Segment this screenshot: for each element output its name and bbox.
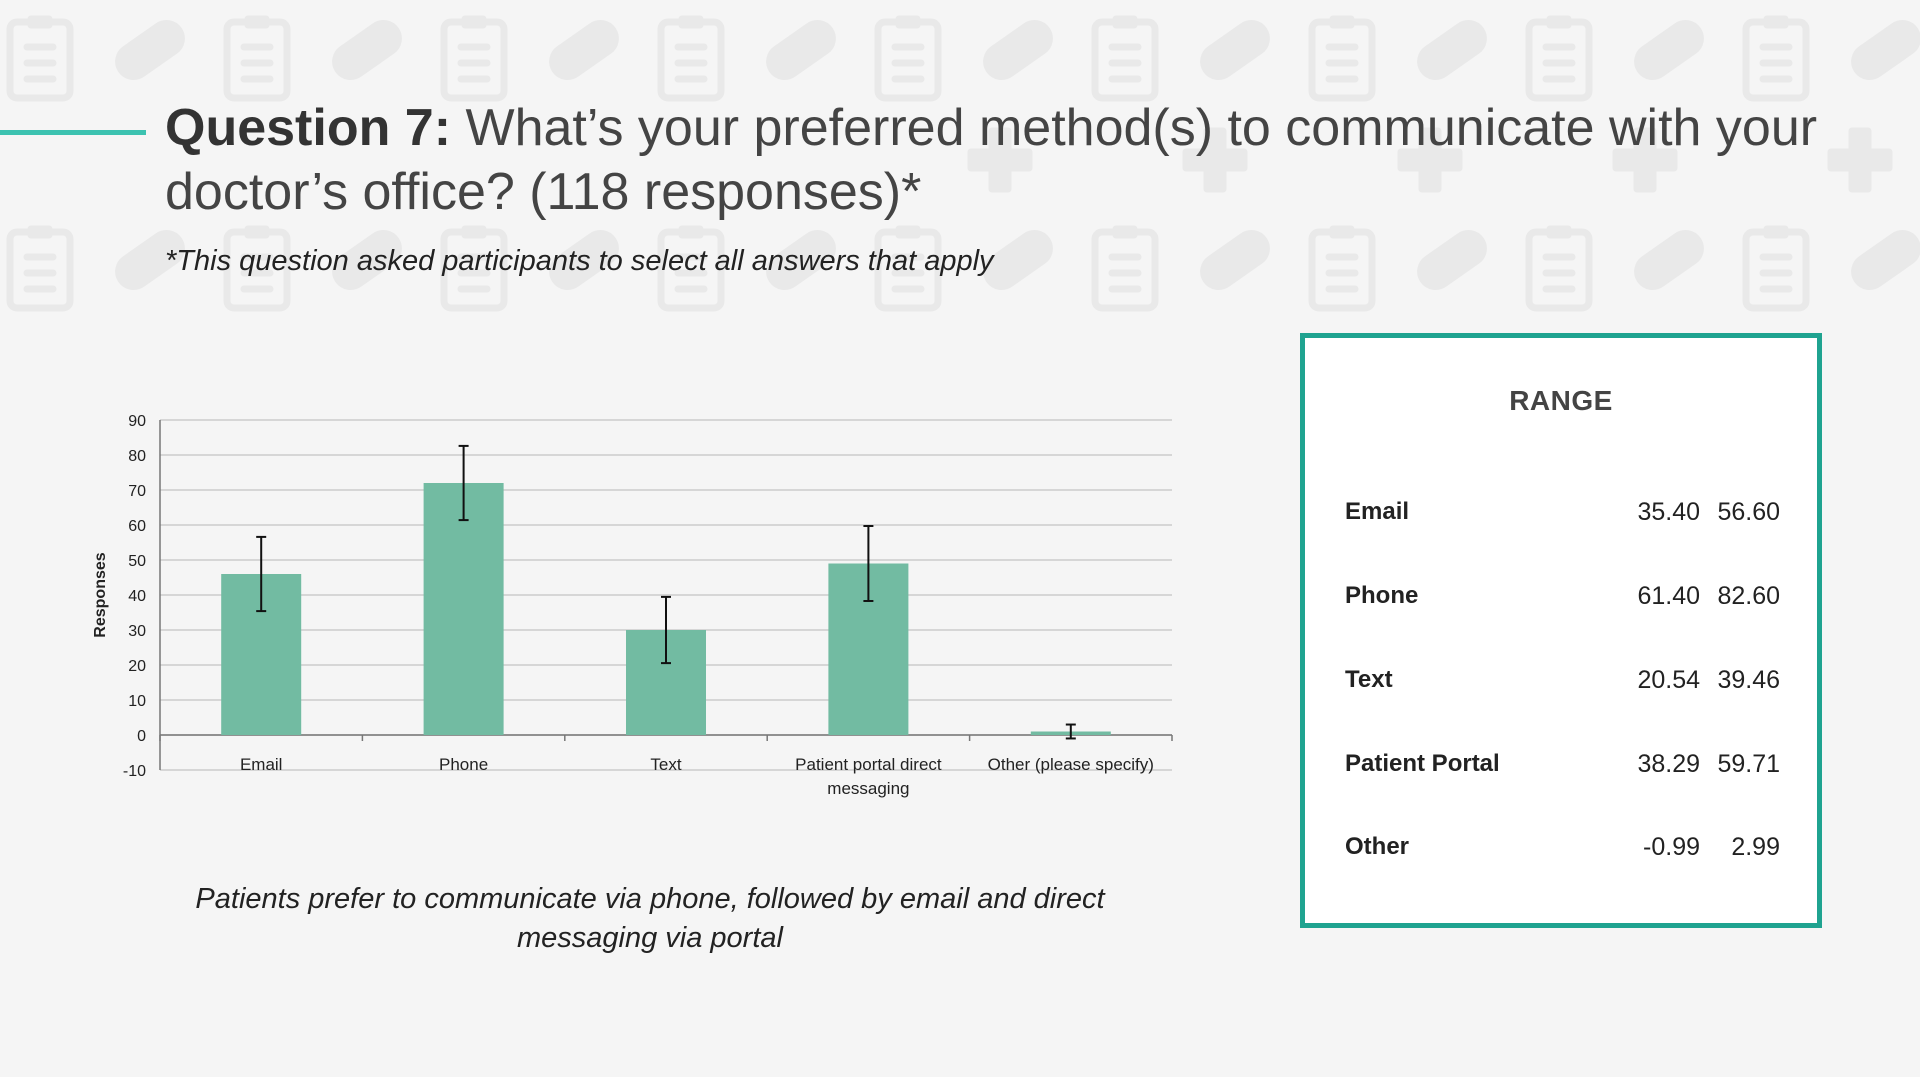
pill-icon [983, 230, 1053, 290]
x-tick-label: Text [650, 755, 681, 774]
pill-icon [332, 20, 402, 80]
y-tick-label: 10 [128, 693, 146, 710]
pill-icon [983, 20, 1053, 80]
clipboard-icon [1525, 15, 1593, 102]
clipboard-icon [874, 225, 942, 312]
range-high: 2.99 [1731, 833, 1780, 861]
pill-icon [766, 230, 836, 290]
footnote: *This question asked participants to sel… [165, 245, 994, 277]
y-tick-label: -10 [123, 763, 146, 780]
background-pattern [6, 15, 1920, 312]
cross-icon [1612, 127, 1678, 193]
range-high: 59.71 [1717, 750, 1780, 778]
clipboard-icon [223, 225, 291, 312]
bar-chart: 90 80 70 60 50 40 30 20 10 0 -10 Responses Email Phon… [92, 413, 1173, 798]
range-row-other: Other -0.99 2.99 [1345, 833, 1780, 863]
clipboard-icon [440, 15, 508, 102]
clipboard-icon [440, 225, 508, 312]
pill-icon [766, 20, 836, 80]
clipboard-icon [1525, 225, 1593, 312]
y-tick-label: 50 [128, 553, 146, 570]
clipboard-icon [657, 225, 725, 312]
pill-icon [1634, 20, 1704, 80]
cross-icon [1397, 127, 1463, 193]
range-high: 82.60 [1717, 582, 1780, 610]
range-low: 61.40 [1637, 582, 1700, 610]
pill-icon [549, 20, 619, 80]
range-title: RANGE [1509, 385, 1613, 416]
range-label: Phone [1345, 582, 1419, 609]
question-text: What’s your preferred method(s) to commu… [165, 99, 1818, 221]
range-label: Email [1345, 498, 1410, 525]
y-tick-label: 20 [128, 658, 146, 675]
pill-icon [1417, 20, 1487, 80]
clipboard-icon [1091, 15, 1159, 102]
page-title: Question 7: What’s your preferred method… [165, 96, 1865, 224]
range-table: RANGE Email 35.40 56.60 Phone 61.40 82.6… [1300, 333, 1822, 928]
x-tick-label: Phone [439, 755, 488, 774]
y-tick-label: 0 [137, 728, 146, 745]
clipboard-icon [6, 225, 74, 312]
clipboard-icon [1742, 225, 1810, 312]
range-label: Text [1345, 666, 1393, 693]
pill-icon [115, 230, 185, 290]
x-tick-label: Patient portal direct messaging [795, 755, 942, 798]
range-low: 38.29 [1637, 750, 1700, 778]
chart-caption: Patients prefer to communicate via phone… [195, 883, 1105, 954]
bar [423, 483, 504, 735]
range-label: Other [1345, 833, 1410, 860]
range-row-phone: Phone 61.40 82.60 [1345, 582, 1780, 612]
clipboard-icon [223, 15, 291, 102]
clipboard-icon [1308, 15, 1376, 102]
y-tick-label: 70 [128, 483, 146, 500]
range-high: 39.46 [1717, 666, 1780, 694]
x-tick-label: Email [240, 755, 283, 774]
pill-icon [1851, 230, 1920, 290]
range-label: Patient Portal [1345, 750, 1500, 777]
y-tick-label: 40 [128, 588, 146, 605]
y-axis-title: Responses [92, 552, 109, 637]
clipboard-icon [1091, 225, 1159, 312]
range-row-patient-portal: Patient Portal 38.29 59.71 [1345, 750, 1780, 780]
y-tick-label: 30 [128, 623, 146, 640]
range-low: 35.40 [1637, 498, 1700, 526]
clipboard-icon [1308, 225, 1376, 312]
cross-icon [1182, 127, 1248, 193]
clipboard-icon [1742, 15, 1810, 102]
range-low: 20.54 [1637, 666, 1700, 694]
pill-icon [332, 230, 402, 290]
pill-icon [1851, 20, 1920, 80]
y-tick-label: 90 [128, 413, 146, 430]
pill-icon [1200, 230, 1270, 290]
range-row-text: Text 20.54 39.46 [1345, 666, 1780, 696]
clipboard-icon [874, 15, 942, 102]
range-high: 56.60 [1717, 498, 1780, 526]
pill-icon [549, 230, 619, 290]
range-row-email: Email 35.40 56.60 [1345, 498, 1780, 528]
pill-icon [1417, 230, 1487, 290]
pill-icon [115, 20, 185, 80]
clipboard-icon [657, 15, 725, 102]
accent-line [0, 130, 146, 135]
y-tick-label: 80 [128, 448, 146, 465]
cross-icon [967, 127, 1033, 193]
question-number: Question 7: [165, 99, 452, 157]
x-tick-label: Other (please specify) [988, 755, 1154, 774]
range-low: -0.99 [1643, 833, 1700, 861]
y-tick-label: 60 [128, 518, 146, 535]
pill-icon [1634, 230, 1704, 290]
clipboard-icon [6, 15, 74, 102]
cross-icon [1827, 127, 1893, 193]
pill-icon [1200, 20, 1270, 80]
